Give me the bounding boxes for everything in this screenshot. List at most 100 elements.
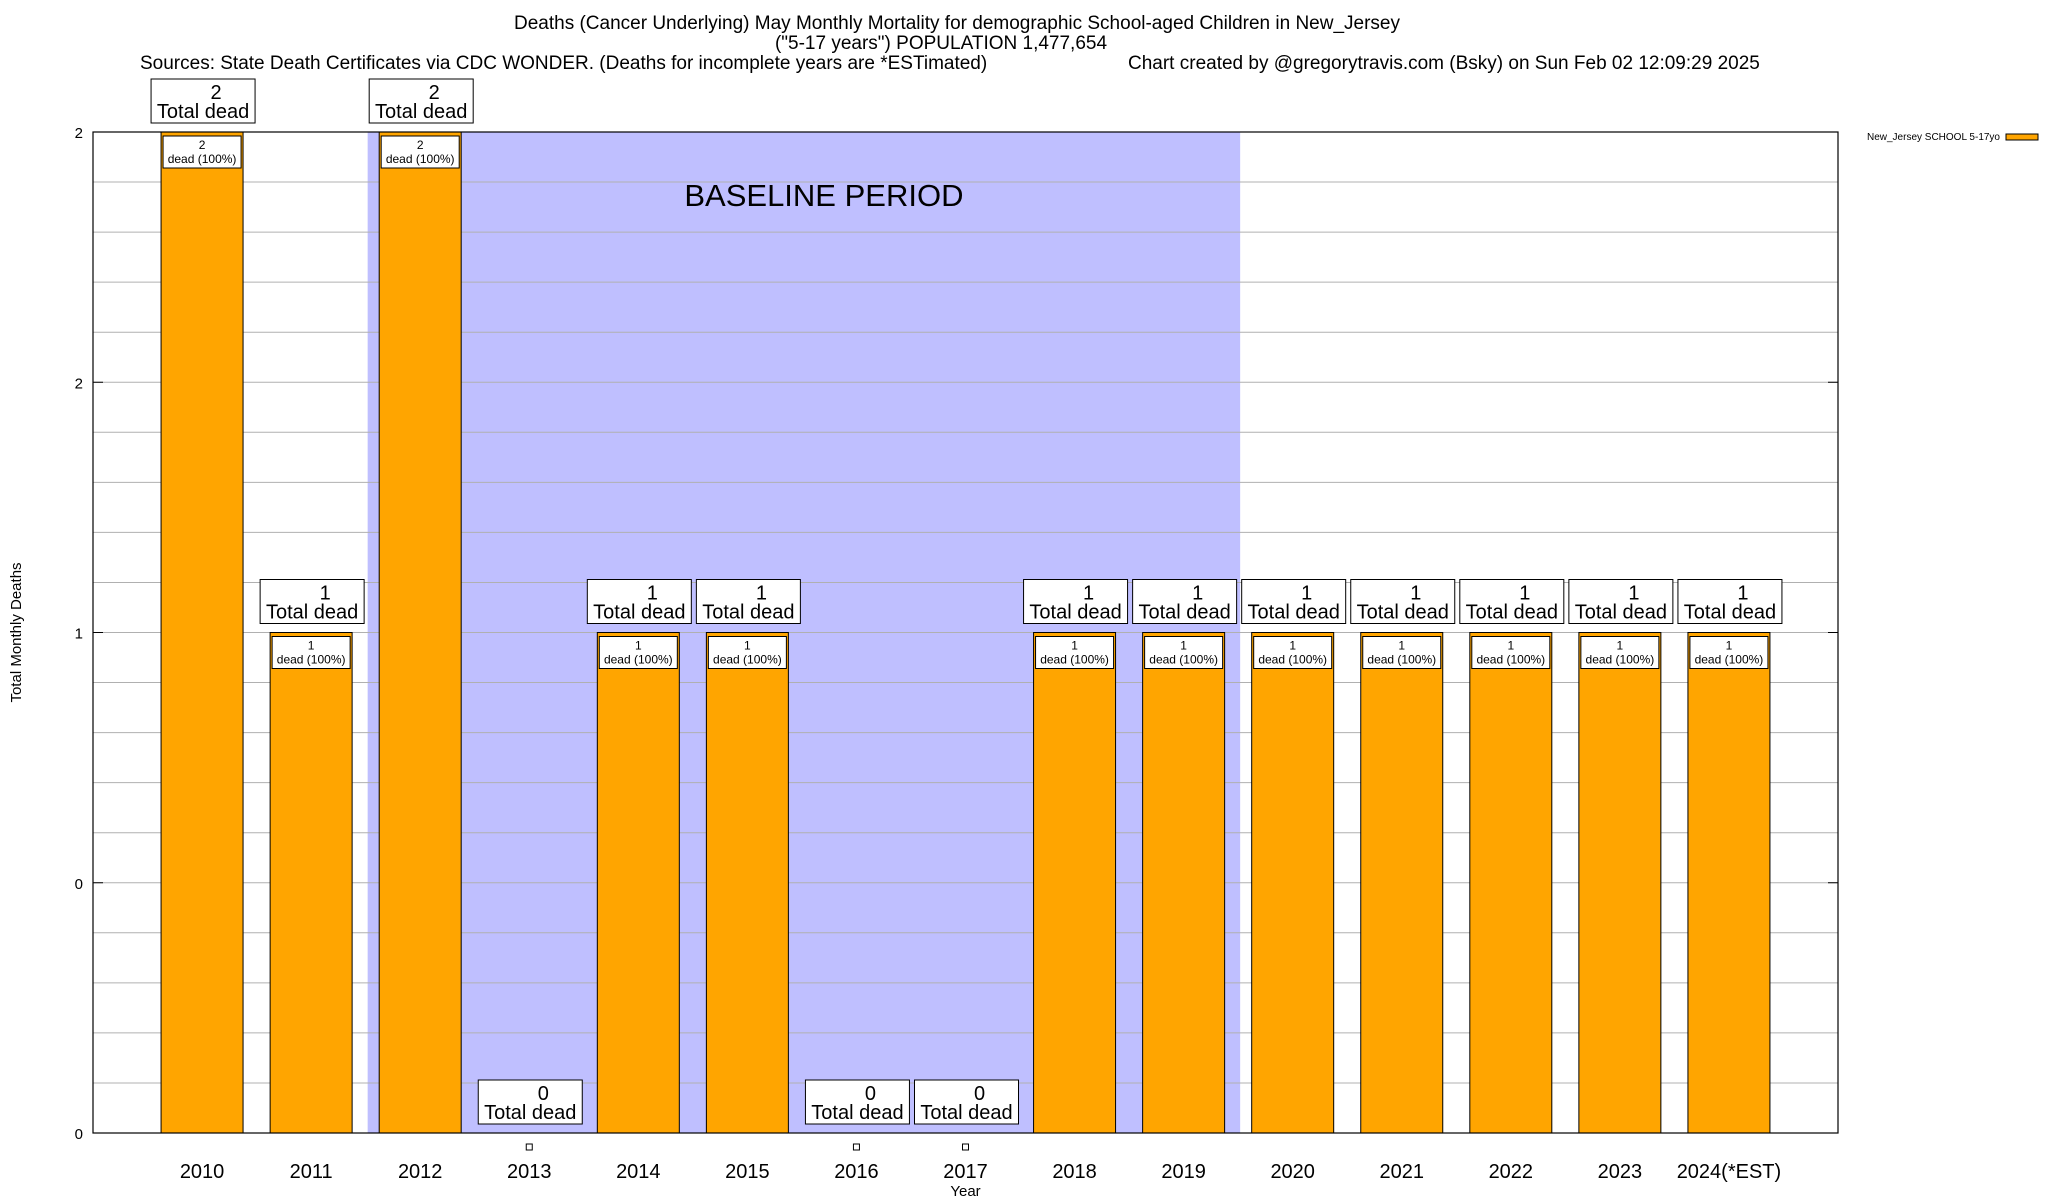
total-label-text: Total dead xyxy=(1248,602,1340,624)
bar-inner-label: dead (100%) xyxy=(604,653,673,667)
total-label-box xyxy=(1350,579,1456,624)
bar-inner-label: dead (100%) xyxy=(1695,653,1764,667)
total-label-text: Total dead xyxy=(593,602,685,624)
bar-inner-count: 1 xyxy=(1507,639,1514,653)
zero-marker xyxy=(852,1143,860,1151)
bar-inner-label-box xyxy=(271,636,351,669)
x-tick-label: 2024(*EST) xyxy=(1677,1161,1782,1183)
total-label-text: Total dead xyxy=(811,1102,903,1124)
total-label-count: 2 xyxy=(211,82,222,104)
total-label-count: 1 xyxy=(1083,583,1094,605)
bar-2015 xyxy=(705,632,789,1134)
bar-inner-label: dead (100%) xyxy=(1149,653,1218,667)
bar-inner-label-box xyxy=(598,636,678,669)
total-label-text: Total dead xyxy=(375,101,467,123)
total-label-count: 1 xyxy=(1192,583,1203,605)
legend-label: New_Jersey SCHOOL 5-17yo xyxy=(1867,132,2000,143)
x-tick-label: 2021 xyxy=(1380,1161,1425,1183)
total-label-count: 2 xyxy=(429,82,440,104)
bar-inner-label-box xyxy=(1253,636,1333,669)
total-label-count: 1 xyxy=(1410,583,1421,605)
bar-2014 xyxy=(596,632,680,1134)
total-label-count: 0 xyxy=(865,1083,876,1105)
bar-inner-label: dead (100%) xyxy=(168,152,237,166)
x-tick-label: 2023 xyxy=(1598,1161,1643,1183)
bar-inner-count: 2 xyxy=(199,138,206,152)
plot-border xyxy=(92,131,1839,1134)
total-label-box xyxy=(695,579,801,624)
bar-inner-count: 2 xyxy=(417,138,424,152)
bar-2012 xyxy=(378,131,462,1134)
bar-inner-count: 1 xyxy=(744,639,751,653)
chart-title: Deaths (Cancer Underlying) May Monthly M… xyxy=(514,13,1400,34)
total-label-count: 0 xyxy=(974,1083,985,1105)
total-label-box xyxy=(259,579,365,624)
bar-inner-label-box xyxy=(1362,636,1442,669)
bar-inner-label: dead (100%) xyxy=(1367,653,1436,667)
bar-inner-count: 1 xyxy=(1726,639,1733,653)
y-tick-label: 1 xyxy=(75,626,83,643)
legend-swatch xyxy=(2005,133,2039,141)
bar-inner-label: dead (100%) xyxy=(1040,653,1109,667)
total-label-box xyxy=(1023,579,1129,624)
total-label-box xyxy=(804,1079,910,1125)
bar-inner-count: 1 xyxy=(308,639,315,653)
total-label-box xyxy=(1677,579,1783,624)
zero-marker xyxy=(962,1143,969,1151)
total-label-box xyxy=(368,78,474,124)
total-label-box xyxy=(1241,579,1347,624)
bar-2019 xyxy=(1142,632,1226,1134)
bar-inner-label-box xyxy=(380,135,460,169)
total-label-box xyxy=(586,579,692,624)
x-tick-label: 2012 xyxy=(398,1161,443,1183)
bar-inner-label: dead (100%) xyxy=(1476,653,1545,667)
zero-marker xyxy=(525,1143,533,1151)
y-tick-label: 0 xyxy=(75,876,83,893)
x-axis-label: Year xyxy=(950,1183,980,1200)
x-tick-label: 2010 xyxy=(180,1161,225,1183)
chart-credit: Chart created by @gregorytravis.com (Bsk… xyxy=(1128,53,1760,74)
total-label-text: Total dead xyxy=(1575,602,1667,624)
bar-inner-count: 1 xyxy=(1180,639,1187,653)
total-label-box xyxy=(1132,579,1238,624)
bar-inner-count: 1 xyxy=(1617,639,1624,653)
x-tick-label: 2014 xyxy=(616,1161,661,1183)
bar-2024(*EST) xyxy=(1687,632,1771,1134)
bar-inner-label: dead (100%) xyxy=(1586,653,1655,667)
total-label-box xyxy=(1568,579,1674,624)
bar-inner-count: 1 xyxy=(1071,639,1078,653)
bar-inner-count: 1 xyxy=(1398,639,1405,653)
y-tick-label: 0 xyxy=(75,1126,83,1143)
total-label-text: Total dead xyxy=(702,602,794,624)
total-label-count: 0 xyxy=(538,1083,549,1105)
total-label-count: 1 xyxy=(320,583,331,605)
total-label-text: Total dead xyxy=(157,101,249,123)
bar-inner-label: dead (100%) xyxy=(713,653,782,667)
x-tick-label: 2018 xyxy=(1052,1161,1097,1183)
total-label-text: Total dead xyxy=(266,602,358,624)
bar-inner-label-box xyxy=(707,636,787,669)
baseline-period-label: BASELINE PERIOD xyxy=(684,178,963,213)
chart-sources: Sources: State Death Certificates via CD… xyxy=(140,53,988,74)
y-axis-label: Total Monthly Deaths xyxy=(8,562,25,702)
x-tick-label: 2015 xyxy=(725,1161,770,1183)
x-tick-label: 2011 xyxy=(290,1161,333,1183)
bar-2021 xyxy=(1360,632,1444,1134)
bar-inner-count: 1 xyxy=(1289,639,1296,653)
x-tick-label: 2019 xyxy=(1161,1161,1206,1183)
total-label-text: Total dead xyxy=(1029,602,1121,624)
bar-inner-label: dead (100%) xyxy=(1258,653,1327,667)
total-label-box xyxy=(150,78,256,124)
total-label-count: 1 xyxy=(1737,583,1748,605)
total-label-count: 1 xyxy=(756,583,767,605)
x-tick-label: 2017 xyxy=(943,1161,988,1183)
total-label-box xyxy=(1459,579,1565,624)
bar-2010 xyxy=(160,131,244,1134)
chart-subtitle: ("5-17 years") POPULATION 1,477,654 xyxy=(774,33,1108,54)
bar-inner-label-box xyxy=(1580,636,1660,669)
y-tick-label: 2 xyxy=(75,125,83,142)
bar-2011 xyxy=(269,632,353,1134)
total-label-text: Total dead xyxy=(1684,602,1776,624)
total-label-text: Total dead xyxy=(1466,602,1558,624)
